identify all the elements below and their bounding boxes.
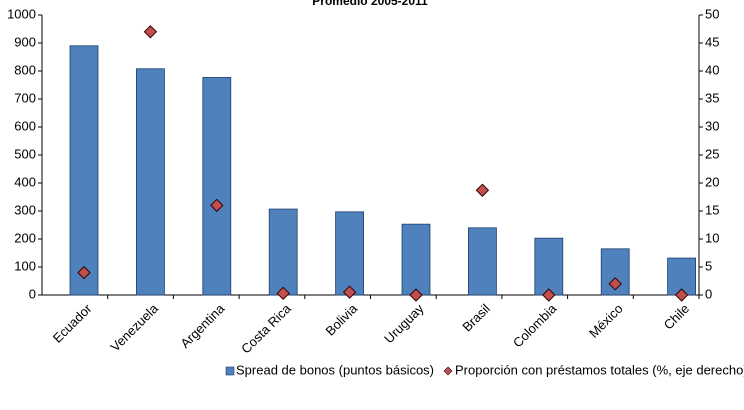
diamond-marker <box>608 277 622 291</box>
y2-tick-label: 30 <box>705 118 719 133</box>
bar <box>467 227 497 296</box>
y-tick-label: 800 <box>14 62 36 77</box>
diamond-marker <box>409 288 423 302</box>
y2-tick-label: 45 <box>705 34 719 49</box>
diamond-marker <box>674 288 689 302</box>
chart-title: Promedio 2005-2011 <box>312 0 428 8</box>
x-tick-label: Colombia <box>510 300 560 350</box>
y-tick-label: 600 <box>14 118 36 133</box>
y-tick-label: 200 <box>14 230 36 245</box>
legend-swatch <box>225 366 235 376</box>
bar <box>69 45 99 296</box>
legend-label: Proporción con préstamos totales (%, eje… <box>455 362 744 377</box>
y-tick-label: 100 <box>14 258 36 273</box>
y2-tick-label: 5 <box>705 258 712 273</box>
bar <box>335 211 365 296</box>
diamond-marker <box>276 286 290 301</box>
diamond-marker <box>143 25 158 39</box>
diamond-marker <box>475 183 490 197</box>
y2-tick-label: 0 <box>705 286 712 301</box>
legend-swatch <box>443 366 453 376</box>
x-tick-label: México <box>586 301 626 341</box>
bar <box>534 237 564 296</box>
x-tick-label: Brasil <box>459 301 493 335</box>
y2-tick-label: 10 <box>705 230 719 245</box>
y-tick-label: 900 <box>14 34 36 49</box>
x-tick-label: Ecuador <box>50 300 95 345</box>
y-tick-label: 0 <box>29 286 36 301</box>
bar <box>135 68 165 296</box>
diamond-marker <box>342 285 357 299</box>
bar <box>268 208 298 296</box>
x-tick-label: Uruguay <box>381 301 427 347</box>
y2-tick-label: 25 <box>705 146 719 161</box>
x-tick-label: Argentina <box>177 300 228 351</box>
y-tick-label: 700 <box>14 90 36 105</box>
legend-label: Spread de bonos (puntos básicos) <box>236 362 434 377</box>
x-tick-label: Chile <box>661 301 693 333</box>
y2-tick-label: 15 <box>705 202 719 217</box>
y-tick-label: 300 <box>14 202 36 217</box>
y2-tick-label: 20 <box>705 174 719 189</box>
diamond-marker <box>542 288 556 302</box>
x-tick-label: Costa Rica <box>238 300 294 356</box>
y2-tick-label: 35 <box>705 90 719 105</box>
y2-tick-label: 40 <box>705 62 719 77</box>
y-tick-label: 400 <box>14 174 36 189</box>
diamond-marker <box>210 198 224 213</box>
diamond-marker <box>77 265 91 280</box>
x-tick-label: Bolivia <box>322 300 360 338</box>
y-tick-label: 500 <box>14 146 36 161</box>
y2-tick-label: 50 <box>705 6 719 21</box>
bar <box>202 77 232 296</box>
y-tick-label: 1000 <box>7 6 36 21</box>
x-tick-label: Venezuela <box>107 300 161 354</box>
bar <box>401 223 431 296</box>
